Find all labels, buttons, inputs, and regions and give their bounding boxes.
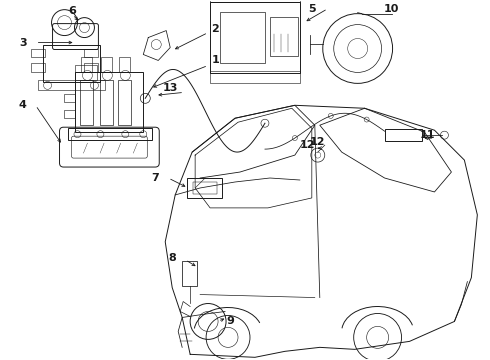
Text: 3: 3 bbox=[19, 37, 26, 48]
Bar bbox=[210, 71, 300, 84]
Text: 11: 11 bbox=[420, 130, 435, 140]
Bar bbox=[38, 80, 105, 90]
Bar bbox=[80, 80, 94, 125]
Bar bbox=[220, 12, 265, 63]
Bar bbox=[64, 110, 75, 118]
Bar bbox=[187, 178, 222, 198]
Bar bbox=[270, 17, 298, 57]
Bar bbox=[210, 0, 300, 2]
Bar bbox=[81, 58, 93, 72]
Text: 9: 9 bbox=[226, 316, 234, 327]
Text: 8: 8 bbox=[169, 253, 176, 263]
Text: 7: 7 bbox=[151, 173, 159, 183]
Bar bbox=[84, 63, 98, 72]
Text: 10: 10 bbox=[384, 4, 399, 14]
Bar bbox=[75, 66, 98, 80]
Bar bbox=[43, 45, 100, 82]
Text: 6: 6 bbox=[69, 6, 76, 15]
Text: 2: 2 bbox=[211, 24, 219, 33]
Bar bbox=[68, 128, 152, 140]
Bar bbox=[100, 80, 113, 125]
Bar bbox=[30, 63, 45, 72]
Text: 12: 12 bbox=[310, 137, 325, 147]
Text: 12: 12 bbox=[300, 140, 316, 150]
Bar bbox=[84, 49, 98, 58]
Bar bbox=[120, 58, 130, 72]
Bar bbox=[101, 58, 112, 72]
Text: 13: 13 bbox=[163, 84, 178, 93]
Bar bbox=[182, 261, 197, 285]
Bar bbox=[210, 2, 300, 73]
Text: 1: 1 bbox=[211, 55, 219, 66]
Bar bbox=[64, 94, 75, 102]
Bar bbox=[119, 80, 131, 125]
Bar bbox=[193, 182, 217, 194]
Text: 4: 4 bbox=[19, 100, 26, 110]
Bar bbox=[30, 49, 45, 58]
Bar bbox=[385, 129, 422, 141]
Bar bbox=[75, 72, 143, 132]
Text: 5: 5 bbox=[308, 4, 316, 14]
